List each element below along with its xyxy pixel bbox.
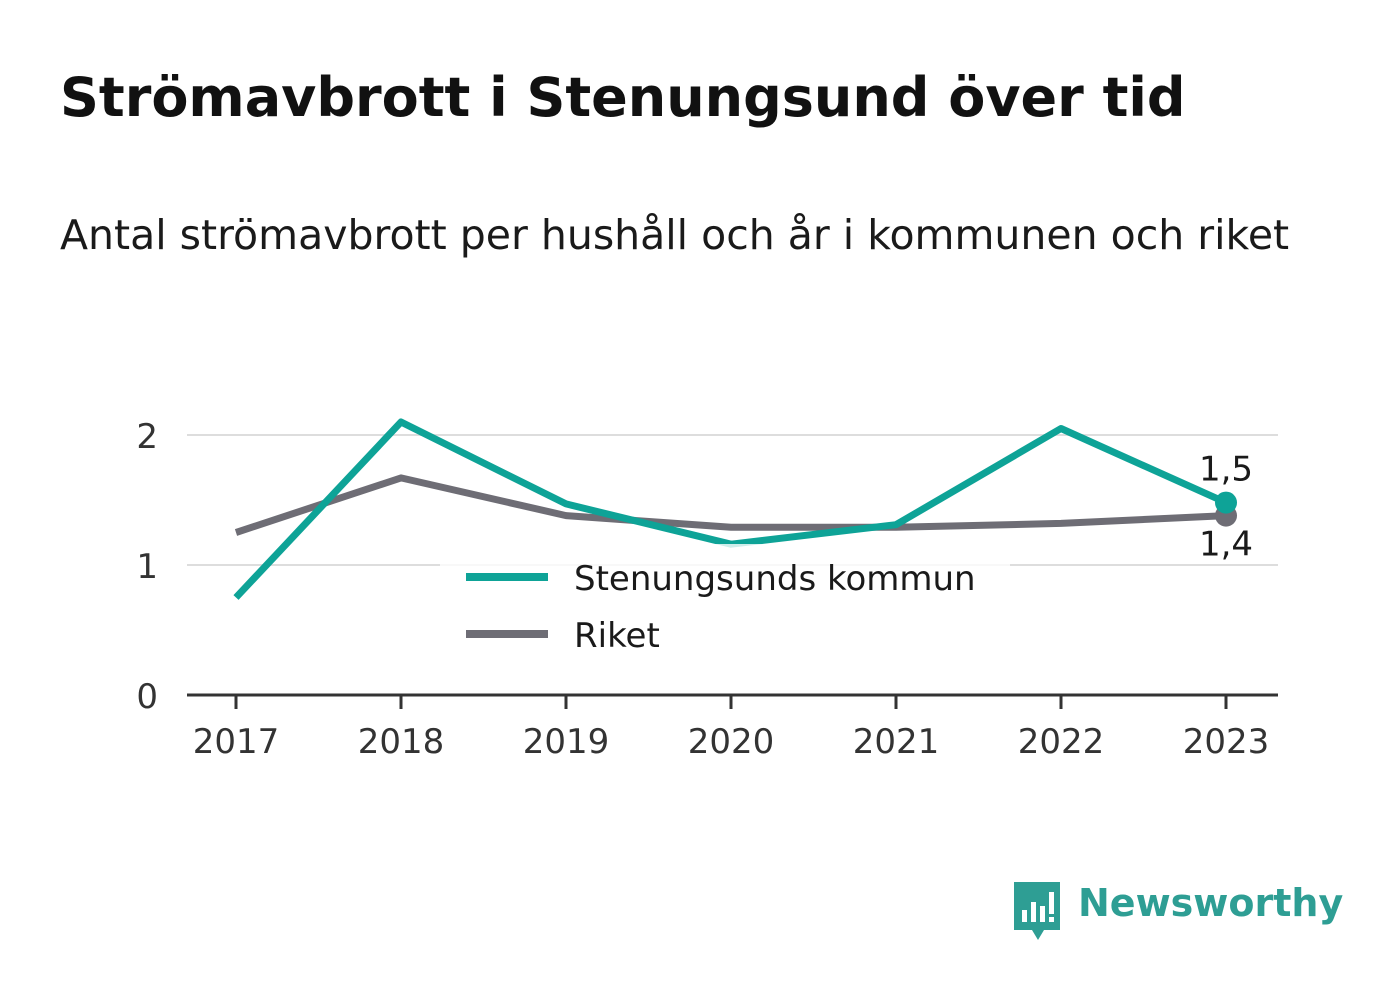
legend: Stenungsunds kommun Riket	[440, 544, 1010, 664]
x-tick-label: 2020	[688, 722, 775, 762]
end-value-label: 1,5	[1199, 450, 1253, 490]
y-tick-label: 1	[136, 547, 158, 587]
y-tick-label: 0	[136, 677, 158, 717]
brand-name: Newsworthy	[1078, 881, 1344, 925]
newsworthy-logo-icon	[1014, 882, 1060, 940]
end-value-label: 1,4	[1199, 525, 1253, 565]
end-point-marker	[1215, 491, 1237, 514]
y-axis-ticks: 0 1 2	[136, 417, 158, 717]
legend-background	[440, 544, 1010, 664]
series-line-riket	[234, 474, 1227, 536]
x-axis-ticks: 2017 2018 2019 2020 2021 2022 2023	[193, 695, 1270, 762]
chart-title: Strömavbrott i Stenungsund över tid	[60, 66, 1186, 129]
legend-label: Stenungsunds kommun	[574, 559, 976, 599]
legend-label: Riket	[574, 616, 660, 656]
y-tick-label: 2	[136, 417, 158, 457]
x-tick-label: 2023	[1183, 722, 1270, 762]
x-tick-label: 2022	[1018, 722, 1105, 762]
end-labels: 1,5 1,4	[1199, 450, 1253, 565]
x-tick-label: 2017	[193, 722, 280, 762]
x-tick-label: 2021	[853, 722, 940, 762]
x-tick-label: 2018	[358, 722, 445, 762]
brand: Newsworthy	[1010, 876, 1343, 942]
chart-subtitle: Antal strömavbrott per hushåll och år i …	[60, 211, 1290, 259]
x-tick-label: 2019	[523, 722, 610, 762]
